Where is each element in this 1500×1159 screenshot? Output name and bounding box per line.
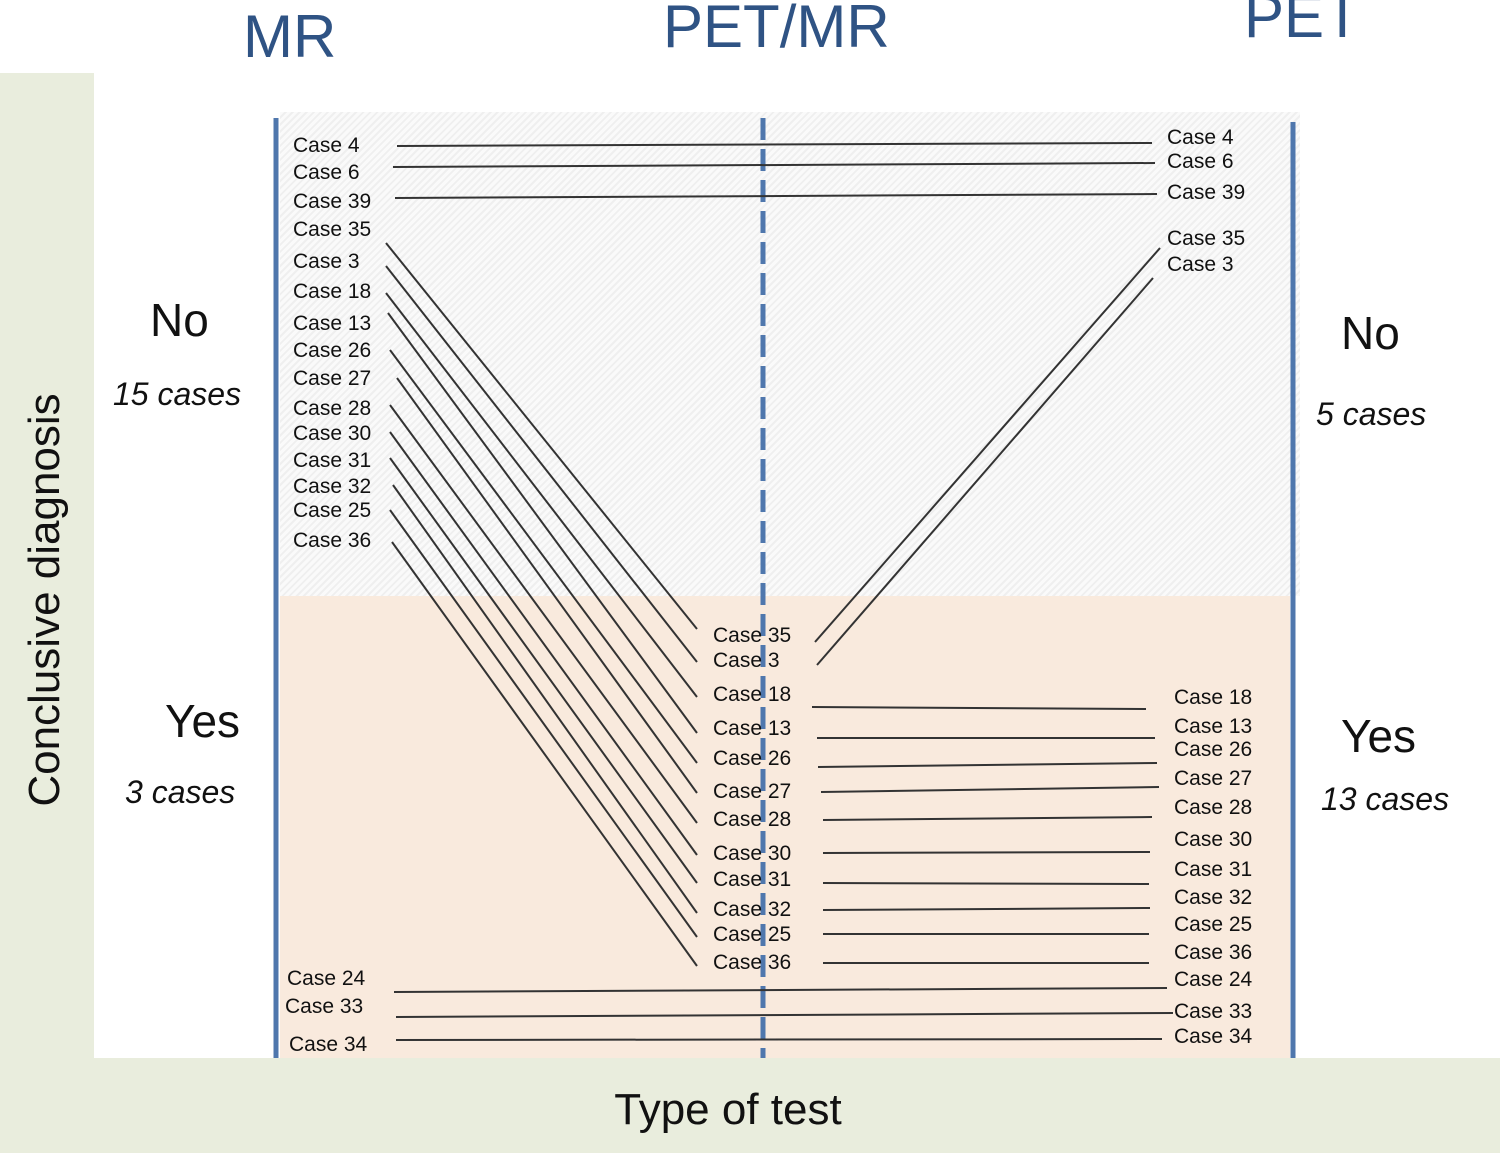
pet-case-label: Case 33 (1174, 1000, 1253, 1023)
pet-case-label: Case 27 (1174, 767, 1253, 790)
mr-case-label: Case 39 (293, 190, 372, 213)
pet-case-label: Case 34 (1174, 1025, 1253, 1048)
mr-case-label: Case 35 (293, 218, 372, 241)
x-axis-band (0, 1058, 1500, 1153)
petmr-case-label: Case 31 (713, 868, 792, 891)
petmr-case-label: Case 36 (713, 951, 792, 974)
pet-case-label: Case 36 (1174, 941, 1253, 964)
mr-case-label: Case 36 (293, 529, 372, 552)
petmr-case-label: Case 32 (713, 898, 792, 921)
pet-yes-label: Yes (1341, 710, 1417, 762)
pet-case-label: Case 13 (1174, 715, 1253, 738)
mr-case-label: Case 18 (293, 280, 372, 303)
petmr-case-label: Case 25 (713, 923, 792, 946)
mr-case-label: Case 26 (293, 339, 372, 362)
pet-case-label: Case 6 (1167, 150, 1234, 173)
pet-yes-count: 13 cases (1321, 781, 1450, 817)
petmr-case-label: Case 26 (713, 747, 792, 770)
mr-case-label: Case 3 (293, 250, 360, 273)
mr-no-count: 15 cases (113, 376, 242, 412)
mr-yes-count: 3 cases (125, 774, 236, 810)
mr-yes-label: Yes (165, 695, 241, 747)
y-axis-band (0, 73, 94, 1063)
petmr-case-label: Case 28 (713, 808, 792, 831)
mr-case-label: Case 33 (285, 995, 364, 1018)
pet-case-label: Case 3 (1167, 253, 1234, 276)
mr-no-label: No (150, 294, 209, 346)
petmr-case-label: Case 18 (713, 683, 792, 706)
mr-case-label: Case 25 (293, 499, 372, 522)
column-title-pet: PET (1244, 0, 1361, 50)
mr-case-label: Case 24 (287, 967, 366, 990)
mr-case-label: Case 13 (293, 312, 372, 335)
mr-case-label: Case 4 (293, 134, 360, 157)
petmr-case-label: Case 3 (713, 649, 780, 672)
mr-case-label: Case 28 (293, 397, 372, 420)
yes-region (280, 596, 1290, 1058)
mr-case-label: Case 30 (293, 422, 372, 445)
pet-no-count: 5 cases (1316, 396, 1427, 432)
pet-no-label: No (1341, 307, 1400, 359)
pet-case-label: Case 31 (1174, 858, 1253, 881)
column-title-mr: MR (243, 3, 337, 70)
petmr-case-label: Case 27 (713, 780, 792, 803)
pet-case-label: Case 26 (1174, 738, 1253, 761)
petmr-case-label: Case 35 (713, 624, 792, 647)
mr-case-label: Case 31 (293, 449, 372, 472)
pet-case-label: Case 4 (1167, 126, 1234, 149)
mr-case-label: Case 6 (293, 161, 360, 184)
pet-case-label: Case 30 (1174, 828, 1253, 851)
pet-case-label: Case 39 (1167, 181, 1246, 204)
mr-case-label: Case 34 (289, 1033, 368, 1056)
column-title-petmr: PET/MR (663, 0, 890, 60)
pet-case-label: Case 18 (1174, 686, 1253, 709)
mr-case-label: Case 32 (293, 475, 372, 498)
pet-case-label: Case 28 (1174, 796, 1253, 819)
pet-case-label: Case 35 (1167, 227, 1246, 250)
mr-case-label: Case 27 (293, 367, 372, 390)
x-axis-label: Type of test (614, 1085, 842, 1134)
pet-case-label: Case 32 (1174, 886, 1253, 909)
petmr-case-label: Case 30 (713, 842, 792, 865)
pet-case-label: Case 24 (1174, 968, 1253, 991)
petmr-case-label: Case 13 (713, 717, 792, 740)
pet-case-label: Case 25 (1174, 913, 1253, 936)
